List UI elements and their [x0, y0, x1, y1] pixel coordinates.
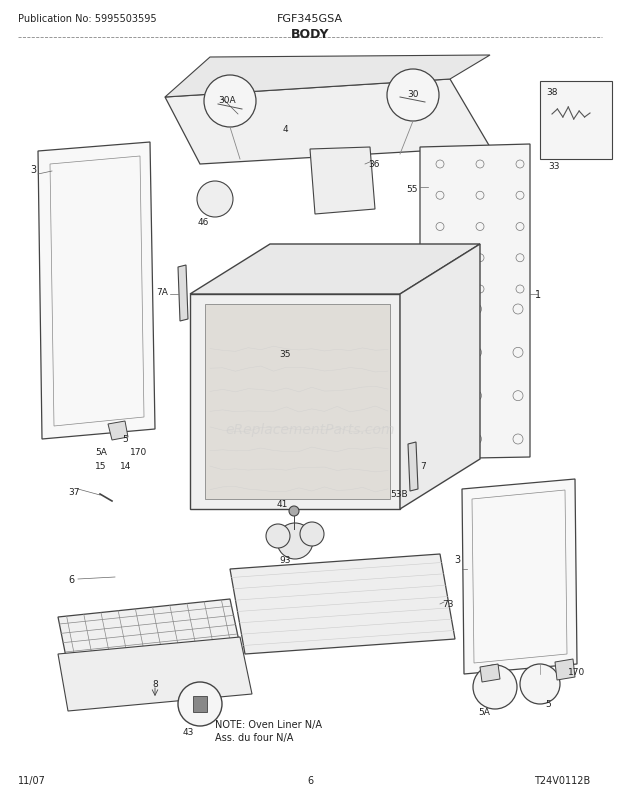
Polygon shape: [205, 305, 390, 500]
Bar: [193, 696, 207, 712]
Text: Ass. du four N/A: Ass. du four N/A: [215, 732, 293, 742]
Text: 93: 93: [279, 555, 291, 565]
Text: 14: 14: [120, 461, 131, 471]
Text: 53B: 53B: [390, 489, 407, 498]
Circle shape: [204, 76, 256, 128]
Text: 35: 35: [279, 350, 291, 358]
Polygon shape: [230, 554, 455, 654]
Text: T24V0112B: T24V0112B: [534, 775, 590, 785]
Text: 6: 6: [68, 574, 74, 585]
Polygon shape: [420, 145, 530, 460]
Circle shape: [178, 683, 222, 726]
Polygon shape: [555, 659, 575, 680]
Circle shape: [300, 522, 324, 546]
Polygon shape: [462, 480, 577, 674]
Polygon shape: [38, 143, 155, 439]
Text: 170: 170: [130, 448, 148, 456]
Text: 33: 33: [548, 162, 559, 171]
Polygon shape: [408, 443, 418, 492]
Text: 73: 73: [442, 599, 453, 608]
Text: 30A: 30A: [218, 96, 236, 105]
Text: 1: 1: [535, 290, 541, 300]
Text: 5A: 5A: [478, 707, 490, 716]
Text: 5: 5: [545, 699, 551, 708]
Polygon shape: [310, 148, 375, 215]
Circle shape: [277, 524, 313, 559]
Text: 15: 15: [95, 461, 107, 471]
Text: 30: 30: [407, 90, 419, 99]
Text: 170: 170: [568, 667, 585, 676]
Text: 38: 38: [546, 88, 557, 97]
Text: 4: 4: [282, 125, 288, 134]
Text: 11/07: 11/07: [18, 775, 46, 785]
Text: 3: 3: [30, 164, 36, 175]
Polygon shape: [165, 80, 490, 164]
Text: 7: 7: [420, 461, 426, 471]
Text: FGF345GSA: FGF345GSA: [277, 14, 343, 24]
Polygon shape: [58, 599, 245, 687]
Bar: [540, 82, 612, 160]
Text: 36: 36: [368, 160, 379, 168]
Text: 7A: 7A: [156, 288, 168, 297]
Polygon shape: [178, 265, 188, 322]
Text: 6: 6: [307, 775, 313, 785]
Text: 8: 8: [152, 679, 157, 688]
Polygon shape: [108, 422, 128, 440]
Text: NOTE: Oven Liner N/A: NOTE: Oven Liner N/A: [215, 719, 322, 729]
Text: 5A: 5A: [95, 448, 107, 456]
Polygon shape: [190, 294, 400, 509]
Polygon shape: [400, 245, 480, 509]
Circle shape: [289, 506, 299, 516]
Circle shape: [266, 525, 290, 549]
Text: Publication No: 5995503595: Publication No: 5995503595: [18, 14, 157, 24]
Text: 37: 37: [68, 488, 79, 496]
Polygon shape: [165, 56, 490, 98]
Circle shape: [197, 182, 233, 217]
Polygon shape: [190, 245, 480, 294]
Text: 3: 3: [454, 554, 460, 565]
Circle shape: [473, 665, 517, 709]
Text: 46: 46: [198, 217, 210, 227]
Text: 41: 41: [277, 500, 288, 508]
Text: 55: 55: [407, 184, 418, 194]
Circle shape: [387, 70, 439, 122]
Text: eReplacementParts.com: eReplacementParts.com: [225, 423, 395, 436]
Text: BODY: BODY: [291, 28, 329, 41]
Text: 5: 5: [122, 435, 128, 444]
Polygon shape: [58, 638, 252, 711]
Text: 43: 43: [182, 727, 193, 736]
Polygon shape: [480, 664, 500, 683]
Circle shape: [520, 664, 560, 704]
